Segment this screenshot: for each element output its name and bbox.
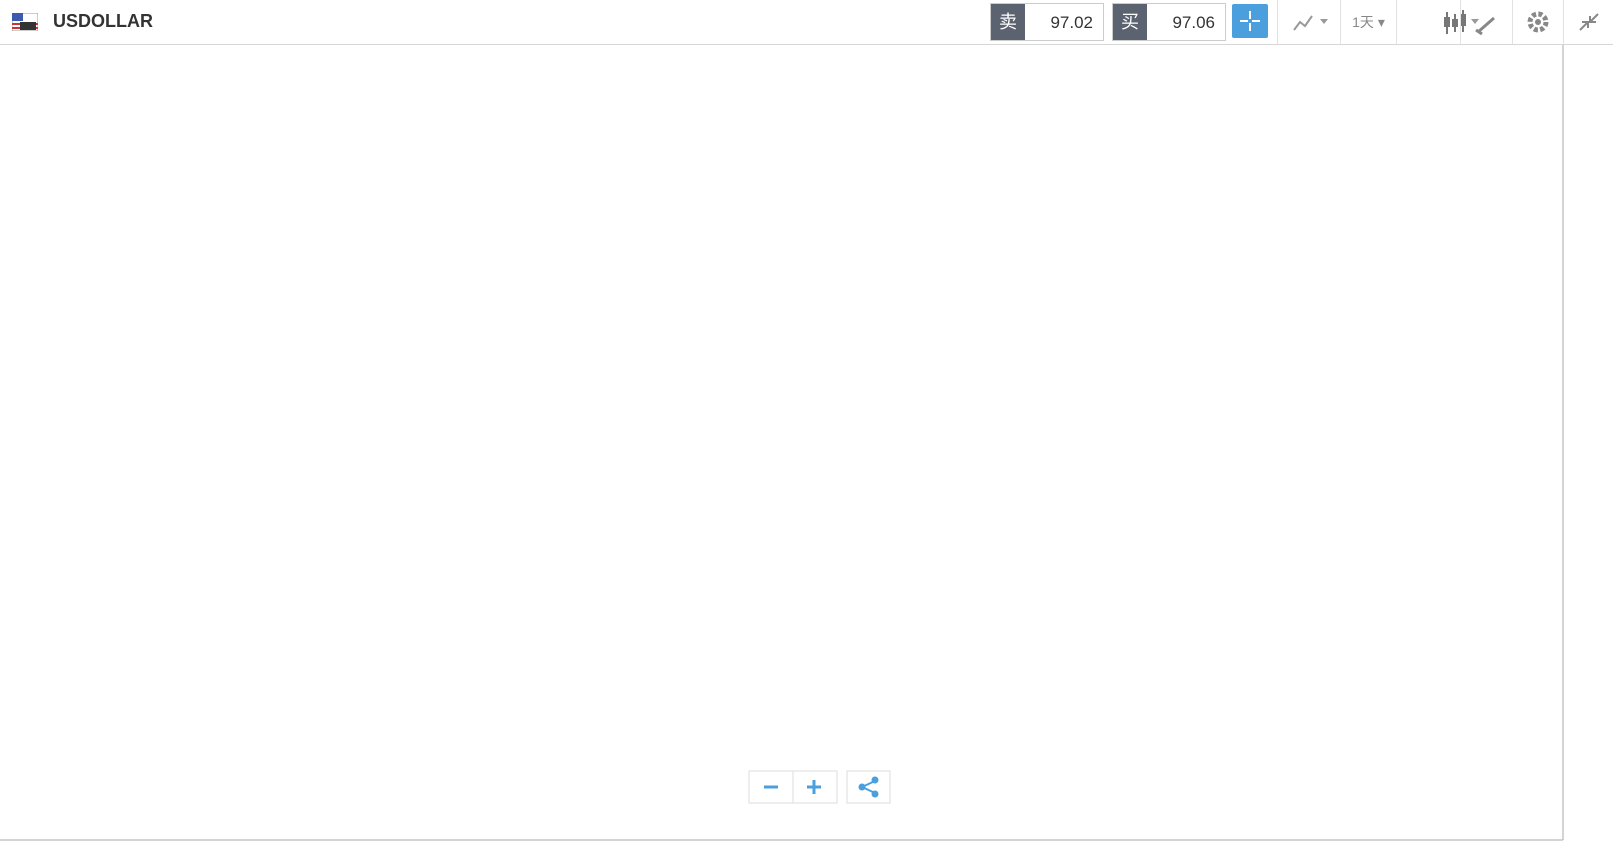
toolbar: USDOLLAR 卖 97.02 买 97.06 1天 ▾ [0, 0, 1613, 45]
draw-icon [1475, 16, 1495, 36]
zoom-controls [748, 770, 891, 804]
buy-button[interactable]: 买 97.06 [1112, 3, 1226, 41]
crosshair-icon [1240, 11, 1260, 31]
buy-price: 97.06 [1172, 13, 1215, 32]
share-box [846, 770, 891, 804]
flag-icon [12, 13, 38, 31]
settings-button[interactable] [1512, 0, 1563, 44]
zoom-in-button[interactable] [807, 780, 821, 794]
symbol: USDOLLAR [53, 11, 153, 31]
chart [0, 45, 1613, 862]
collapse-button[interactable] [1563, 0, 1613, 44]
draw-button[interactable] [1460, 0, 1513, 44]
buy-label: 买 [1113, 4, 1147, 40]
share-button[interactable] [858, 776, 879, 798]
sell-button[interactable]: 卖 97.02 [990, 3, 1104, 41]
collapse-icon [1579, 13, 1599, 31]
gear-icon [1527, 11, 1549, 33]
crosshair-button[interactable] [1232, 4, 1268, 38]
timeframe: 1天 [1352, 14, 1374, 30]
sell-price: 97.02 [1050, 13, 1093, 32]
timeframe-button[interactable]: 1天 ▾ [1340, 0, 1396, 44]
chart-background [0, 45, 1613, 862]
indicator-icon [1293, 15, 1328, 31]
sell-label: 卖 [991, 4, 1025, 40]
chart-type-button[interactable] [1396, 0, 1512, 44]
candle-icon [1443, 10, 1479, 34]
indicator-button[interactable] [1277, 0, 1340, 44]
